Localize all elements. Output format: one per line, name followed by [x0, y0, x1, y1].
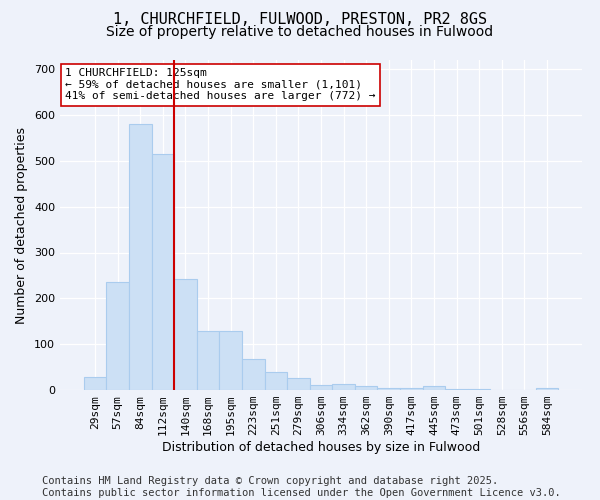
Bar: [287, 378, 310, 390]
Bar: [174, 279, 197, 390]
Text: 1 CHURCHFIELD: 125sqm
← 59% of detached houses are smaller (1,101)
41% of semi-d: 1 CHURCHFIELD: 125sqm ← 59% of detached …: [65, 68, 376, 102]
Bar: [422, 386, 445, 390]
Bar: [197, 332, 220, 390]
Bar: [220, 332, 242, 390]
Bar: [84, 377, 106, 390]
Bar: [445, 389, 468, 390]
Bar: [355, 386, 377, 390]
Bar: [332, 384, 355, 390]
Y-axis label: Number of detached properties: Number of detached properties: [16, 126, 28, 324]
Bar: [400, 388, 422, 390]
Bar: [310, 386, 332, 390]
Bar: [129, 124, 152, 390]
Bar: [106, 282, 129, 390]
Bar: [536, 388, 558, 390]
Bar: [377, 388, 400, 390]
Text: Size of property relative to detached houses in Fulwood: Size of property relative to detached ho…: [106, 25, 494, 39]
Text: Contains HM Land Registry data © Crown copyright and database right 2025.
Contai: Contains HM Land Registry data © Crown c…: [42, 476, 561, 498]
Bar: [265, 372, 287, 390]
Bar: [468, 389, 490, 390]
Bar: [242, 359, 265, 390]
Text: 1, CHURCHFIELD, FULWOOD, PRESTON, PR2 8GS: 1, CHURCHFIELD, FULWOOD, PRESTON, PR2 8G…: [113, 12, 487, 28]
X-axis label: Distribution of detached houses by size in Fulwood: Distribution of detached houses by size …: [162, 441, 480, 454]
Bar: [152, 154, 174, 390]
